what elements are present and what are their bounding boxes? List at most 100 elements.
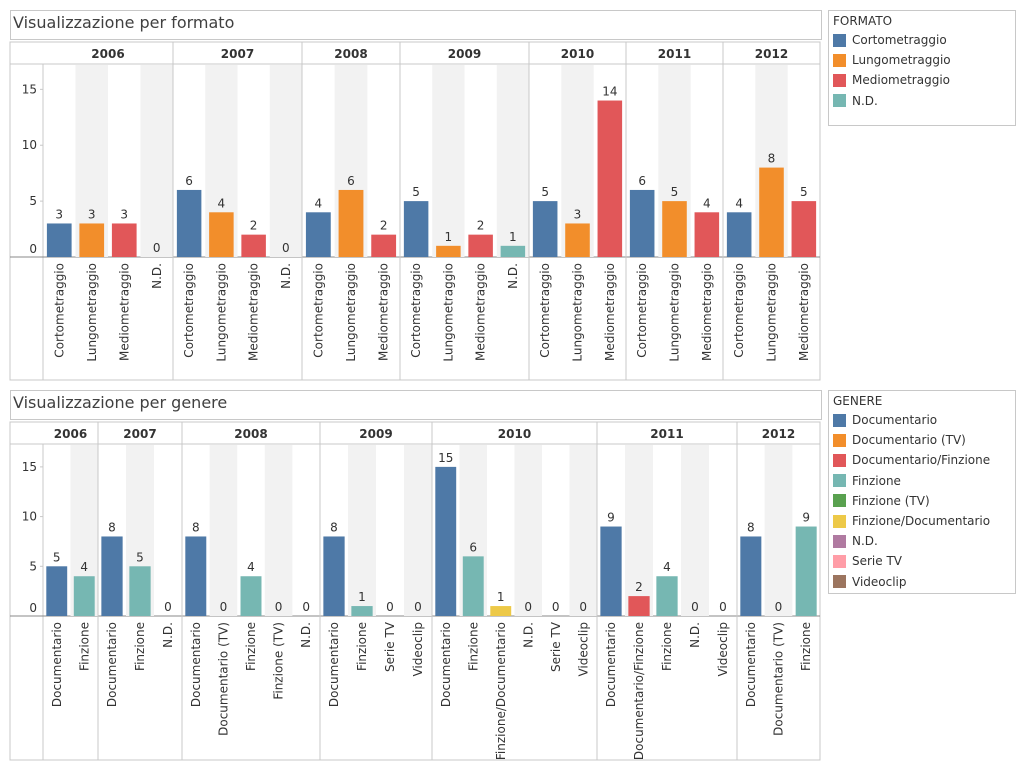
formato-bar-2010-cortometraggio[interactable] — [532, 201, 558, 257]
formato-bar-2009-cortometraggio[interactable] — [403, 201, 429, 257]
genere-legend-label: N.D. — [852, 534, 878, 549]
genere-bar-2008-documentario[interactable] — [185, 536, 207, 616]
formato-bar-2011-cortometraggio[interactable] — [629, 189, 655, 257]
genere-legend-item-serie-tv[interactable]: Serie TV — [833, 552, 902, 570]
formato-value-label-2009-cortometraggio: 5 — [412, 185, 420, 199]
formato-value-label-2011-cortometraggio: 6 — [638, 174, 646, 188]
formato-bar-2006-mediometraggio[interactable] — [111, 223, 137, 257]
genere-bar-2010-finzione[interactable] — [462, 556, 484, 616]
formato-category-label-2006-mediometraggio: Mediometraggio — [117, 263, 131, 361]
genere-legend-item-finzione-documentario[interactable]: Finzione/Documentario — [833, 512, 990, 530]
formato-bar-2008-lungometraggio[interactable] — [338, 189, 364, 257]
formato-year-2010: 2010 — [561, 47, 594, 61]
formato-bar-2012-lungometraggio[interactable] — [759, 167, 784, 257]
formato-bar-2011-mediometraggio[interactable] — [694, 212, 720, 257]
formato-legend-item-n-d[interactable]: N.D. — [833, 92, 878, 110]
genere-legend-item-documentario-finzione[interactable]: Documentario/Finzione — [833, 451, 990, 469]
genere-category-label-2009-serie-tv: Serie TV — [383, 621, 397, 672]
genere-bar-2010-documentario[interactable] — [435, 466, 457, 616]
genere-category-label-2011-videoclip: Videoclip — [716, 622, 730, 677]
genere-bar-2009-finzione[interactable] — [351, 606, 373, 616]
formato-bar-2009-lungometraggio[interactable] — [436, 245, 461, 257]
formato-value-label-2010-cortometraggio: 5 — [541, 185, 549, 199]
genere-bar-2011-documentario[interactable] — [600, 526, 622, 616]
formato-legend-label: N.D. — [852, 93, 878, 108]
formato-bar-2006-lungometraggio[interactable] — [79, 223, 105, 257]
formato-category-label-2007-lungometraggio: Lungometraggio — [214, 263, 228, 362]
genere-bar-2012-finzione[interactable] — [795, 526, 817, 616]
genere-category-label-2009-videoclip: Videoclip — [411, 622, 425, 677]
formato-value-label-2007-n-d: 0 — [282, 241, 290, 255]
genere-value-label-2009-finzione: 1 — [358, 590, 366, 604]
formato-band — [269, 65, 302, 257]
formato-value-label-2006-n-d: 0 — [153, 241, 161, 255]
genere-legend-title: GENERE — [833, 394, 883, 408]
genere-legend-swatch — [833, 554, 846, 568]
formato-bar-2010-mediometraggio[interactable] — [597, 100, 623, 257]
formato-bar-2008-cortometraggio[interactable] — [305, 212, 331, 257]
genere-category-label-2010-serie-tv: Serie TV — [549, 621, 563, 672]
genere-bar-2006-documentario[interactable] — [46, 566, 68, 616]
formato-value-label-2006-mediometraggio: 3 — [120, 207, 128, 221]
genere-legend-label: Videoclip — [852, 574, 907, 589]
formato-legend-swatch — [833, 33, 846, 47]
formato-legend-item-cortometraggio[interactable]: Cortometraggio — [833, 31, 947, 49]
formato-bar-2007-cortometraggio[interactable] — [176, 189, 202, 257]
formato-bar-2009-mediometraggio[interactable] — [468, 234, 493, 257]
genere-bar-2006-finzione[interactable] — [73, 576, 95, 616]
genere-legend-label: Finzione/Documentario — [852, 514, 991, 528]
genere-bar-2011-documentario-finzione[interactable] — [628, 596, 650, 616]
formato-bar-2012-mediometraggio[interactable] — [791, 201, 817, 257]
genere-value-label-2008-n-d: 0 — [302, 600, 310, 614]
genere-legend-item-documentario[interactable]: Documentario — [833, 411, 937, 429]
genere-value-label-2010-videoclip: 0 — [579, 600, 587, 614]
genere-value-label-2007-finzione: 5 — [136, 550, 144, 564]
genere-band — [514, 445, 542, 616]
genere-legend-swatch — [833, 474, 846, 488]
genere-band — [681, 445, 709, 616]
genere-category-label-2009-finzione: Finzione — [355, 622, 369, 671]
genere-value-label-2010-finzione: 6 — [469, 540, 477, 554]
formato-value-label-2012-mediometraggio: 5 — [800, 185, 808, 199]
formato-value-label-2012-lungometraggio: 8 — [768, 152, 776, 166]
formato-year-2009: 2009 — [448, 47, 481, 61]
formato-bar-2007-lungometraggio[interactable] — [209, 212, 234, 257]
formato-bar-2007-mediometraggio[interactable] — [241, 234, 266, 257]
genere-legend-label: Serie TV — [852, 554, 903, 569]
formato-bar-2006-cortometraggio[interactable] — [46, 223, 72, 257]
genere-bar-2007-documentario[interactable] — [101, 536, 123, 616]
genere-legend-item-documentario-tv[interactable]: Documentario (TV) — [833, 431, 966, 449]
formato-y-tick-label: 0 — [29, 242, 37, 256]
genere-bar-2011-finzione[interactable] — [656, 576, 678, 616]
genere-legend-item-finzione-tv[interactable]: Finzione (TV) — [833, 492, 930, 510]
genere-value-label-2008-finzione: 4 — [247, 560, 255, 574]
formato-legend-item-mediometraggio[interactable]: Mediometraggio — [833, 71, 950, 89]
genere-value-label-2012-documentario-tv: 0 — [775, 600, 783, 614]
genere-legend-swatch — [833, 514, 846, 528]
formato-bar-2012-cortometraggio[interactable] — [726, 212, 752, 257]
formato-value-label-2008-cortometraggio: 4 — [315, 196, 323, 210]
genere-legend-label: Documentario (TV) — [852, 433, 966, 448]
formato-category-label-2009-mediometraggio: Mediometraggio — [474, 263, 488, 361]
formato-bar-2008-mediometraggio[interactable] — [371, 234, 397, 257]
formato-bar-2010-lungometraggio[interactable] — [565, 223, 590, 257]
formato-value-label-2011-mediometraggio: 4 — [703, 196, 711, 210]
genere-category-label-2012-documentario: Documentario — [744, 622, 758, 707]
genere-category-label-2008-finzione: Finzione — [244, 622, 258, 671]
genere-legend-item-n-d[interactable]: N.D. — [833, 532, 878, 550]
genere-bar-2008-finzione[interactable] — [240, 576, 262, 616]
genere-bar-2010-finzione-documentario[interactable] — [490, 606, 512, 616]
formato-legend-item-lungometraggio[interactable]: Lungometraggio — [833, 51, 951, 69]
formato-bar-2009-n-d[interactable] — [500, 245, 526, 257]
genere-value-label-2007-n-d: 0 — [164, 600, 172, 614]
formato-category-label-2012-mediometraggio: Mediometraggio — [797, 263, 811, 361]
formato-bar-2011-lungometraggio[interactable] — [662, 201, 687, 257]
genere-bar-2009-documentario[interactable] — [323, 536, 345, 616]
genere-legend-item-finzione[interactable]: Finzione — [833, 472, 901, 490]
formato-value-label-2007-lungometraggio: 4 — [218, 196, 226, 210]
genere-legend-item-videoclip[interactable]: Videoclip — [833, 573, 907, 591]
genere-bar-2007-finzione[interactable] — [129, 566, 151, 616]
genere-value-label-2011-documentario-finzione: 2 — [635, 580, 643, 594]
genere-bar-2012-documentario[interactable] — [740, 536, 762, 616]
genere-band — [264, 445, 293, 616]
